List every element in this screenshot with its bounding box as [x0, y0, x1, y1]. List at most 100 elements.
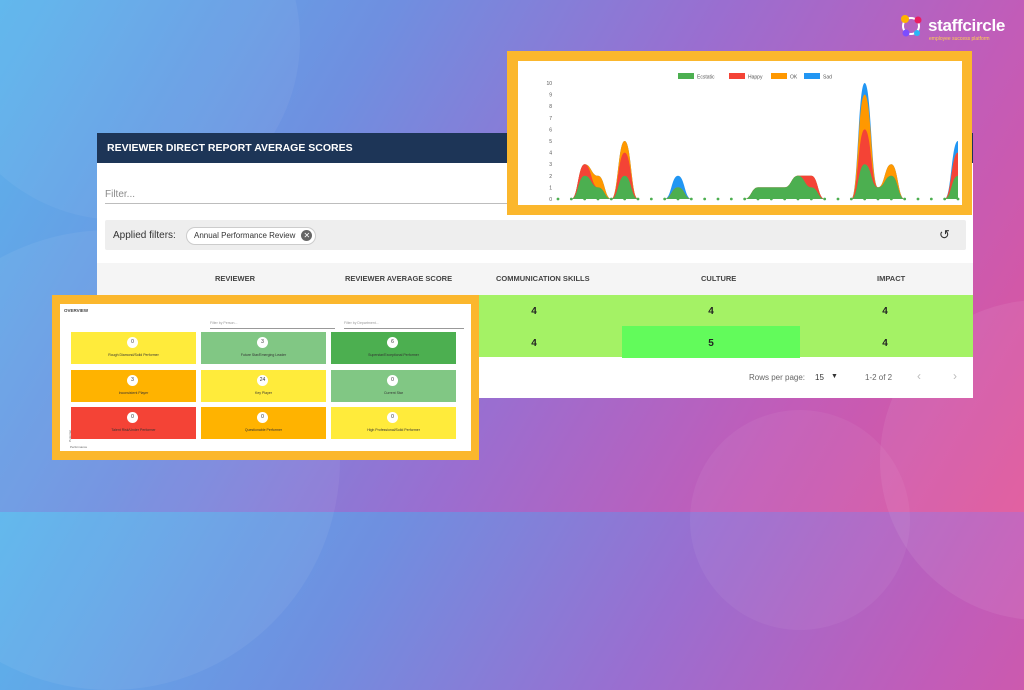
prev-page-icon[interactable]: ‹	[917, 369, 921, 383]
tile-label: Inconsistent Player	[118, 391, 149, 395]
y-tick-label: 0	[549, 197, 552, 203]
tile-count: 3	[127, 375, 138, 386]
reset-icon[interactable]: ↺	[939, 227, 950, 242]
tile-label: Superstar/Exceptional Performer	[368, 353, 419, 357]
y-tick-label: 6	[549, 127, 552, 133]
legend-label[interactable]: Sad	[823, 75, 832, 81]
data-point	[623, 197, 627, 201]
column-impact[interactable]: IMPACT	[877, 274, 906, 283]
data-point	[676, 197, 680, 201]
tile-count: 24	[257, 375, 268, 386]
tile-label: Questionable Performer	[244, 428, 283, 432]
y-tick-label: 9	[549, 93, 552, 99]
chart-svg: 0 1 2 3 4 5 6 7 8 9 10 Ecstatic Happy OK Sad	[546, 73, 960, 203]
filter-person-select[interactable]: Filter by Person...	[210, 321, 335, 329]
tile-count: 3	[257, 337, 268, 348]
rows-per-page-select[interactable]: 15	[815, 373, 824, 382]
legend-label[interactable]: OK	[790, 75, 798, 81]
data-point	[689, 197, 693, 201]
data-point	[716, 197, 720, 201]
filter-department-select[interactable]: Filter by Department...	[344, 321, 464, 329]
ninebox-tile[interactable]: 0 High Professional/Solid Performer	[331, 407, 456, 439]
brand-logo: staffcircle employee success platform	[898, 12, 1016, 42]
y-tick-label: 7	[549, 116, 552, 122]
next-page-icon[interactable]: ›	[953, 369, 957, 383]
legend-swatch[interactable]	[729, 73, 745, 79]
ninebox-tile[interactable]: 6 Superstar/Exceptional Performer	[331, 332, 456, 364]
mood-chart: 0 1 2 3 4 5 6 7 8 9 10 Ecstatic Happy OK Sad	[518, 61, 962, 205]
data-point	[649, 197, 653, 201]
applied-filters-label: Applied filters:	[113, 230, 176, 241]
data-point	[849, 197, 853, 201]
series-area-ecstatic	[558, 164, 958, 199]
chevron-down-icon[interactable]: ▼	[831, 373, 838, 380]
data-point	[569, 197, 573, 201]
data-point	[556, 197, 560, 201]
data-point	[769, 197, 773, 201]
data-point	[703, 197, 707, 201]
data-point	[929, 197, 933, 201]
tile-count: 6	[387, 337, 398, 348]
column-communication-skills[interactable]: COMMUNICATION SKILLS	[496, 274, 590, 283]
ninebox-tile[interactable]: 3 Future Star/Emerging Leader	[201, 332, 326, 364]
y-tick-label: 4	[549, 151, 552, 157]
y-tick-label: 3	[549, 162, 552, 168]
filter-input[interactable]: Filter...	[105, 183, 525, 204]
filter-chip[interactable]: Annual Performance Review ✕	[186, 227, 317, 245]
tile-label: Current Star	[383, 391, 404, 395]
data-point	[916, 197, 920, 201]
table-header: REVIEWER REVIEWER AVERAGE SCORE COMMUNIC…	[97, 263, 973, 295]
tile-label: Rough Diamond/Solid Performer	[108, 353, 159, 357]
data-point	[609, 197, 613, 201]
table-cell: 4	[531, 306, 537, 317]
ninebox-tile[interactable]: 3 Inconsistent Player	[71, 370, 196, 402]
filter-placeholder: Filter...	[105, 189, 136, 200]
ninebox-tile[interactable]: 0 Questionable Performer	[201, 407, 326, 439]
legend-swatch[interactable]	[771, 73, 787, 79]
data-point	[903, 197, 907, 201]
tile-label: High Professional/Solid Performer	[367, 428, 420, 432]
table-cell: 5	[708, 338, 714, 349]
data-point	[956, 197, 960, 201]
data-point	[729, 197, 733, 201]
y-tick-label: 5	[549, 139, 552, 145]
chip-remove-icon[interactable]: ✕	[301, 230, 313, 241]
tile-label: Key Player	[255, 391, 272, 395]
y-tick-label: 2	[549, 174, 552, 180]
tile-label: Talent Risk/Under Performer	[111, 428, 156, 432]
ninebox-tile[interactable]: 0 Current Star	[331, 370, 456, 402]
legend-swatch[interactable]	[804, 73, 820, 79]
overview-panel: OVERVIEW Filter by Person... Filter by D…	[60, 304, 471, 451]
data-point	[583, 197, 587, 201]
staffcircle-logo-icon	[901, 15, 922, 37]
legend-label[interactable]: Happy	[748, 75, 763, 81]
table-cell: 4	[531, 338, 537, 349]
legend-label[interactable]: Ecstatic	[697, 75, 715, 81]
data-point	[636, 197, 640, 201]
rows-per-page-label: Rows per page:	[749, 373, 806, 382]
table-cell: 4	[708, 306, 714, 317]
tile-count: 0	[387, 412, 398, 423]
data-point	[743, 197, 747, 201]
data-point	[943, 197, 947, 201]
culture-highlight-cell	[622, 326, 800, 358]
filter-chip-label: Annual Performance Review	[194, 231, 296, 240]
ninebox-tile[interactable]: 0 Talent Risk/Under Performer	[71, 407, 196, 439]
table-cell: 4	[882, 306, 888, 317]
data-point	[836, 197, 840, 201]
data-point	[796, 197, 800, 201]
tile-count: 0	[127, 337, 138, 348]
ninebox-tile[interactable]: 0 Rough Diamond/Solid Performer	[71, 332, 196, 364]
tile-count: 0	[127, 412, 138, 423]
tile-count: 0	[257, 412, 268, 423]
column-reviewer[interactable]: REVIEWER	[215, 274, 256, 283]
legend-swatch[interactable]	[678, 73, 694, 79]
table-cell: 4	[882, 338, 888, 349]
data-point	[889, 197, 893, 201]
data-point	[783, 197, 787, 201]
chart-frame: 0 1 2 3 4 5 6 7 8 9 10 Ecstatic Happy OK Sad	[507, 51, 972, 215]
data-point	[663, 197, 667, 201]
ninebox-tile[interactable]: 24 Key Player	[201, 370, 326, 402]
column-culture[interactable]: CULTURE	[701, 274, 737, 283]
column-reviewer-average-score[interactable]: REVIEWER AVERAGE SCORE	[345, 274, 453, 283]
